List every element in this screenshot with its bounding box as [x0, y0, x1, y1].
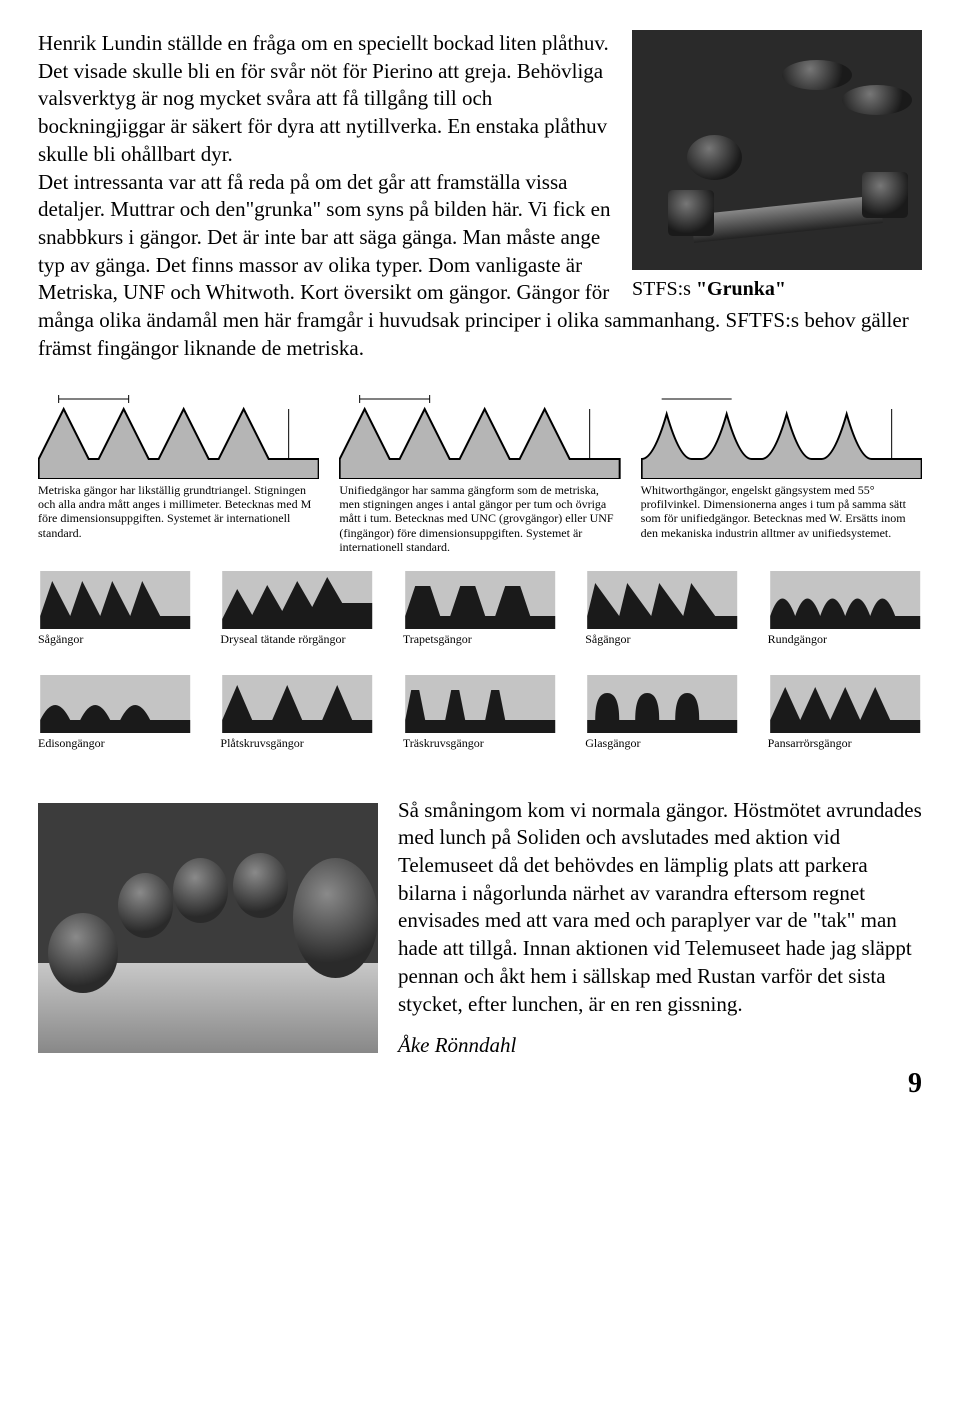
small-edison-label: Edisongängor: [38, 737, 192, 763]
figure-grunka: STFS:s "Grunka": [632, 30, 922, 302]
small-round-label: Rundgängor: [768, 633, 922, 659]
small-trapets-label: Trapetsgängor: [403, 633, 557, 659]
small-edison: Edisongängor: [38, 675, 192, 763]
small-glas: Glasgängor: [585, 675, 739, 763]
small-saw2-label: Sågängor: [585, 633, 739, 659]
profile-unified-svg: [339, 389, 620, 479]
caption-text-a: STFS:s: [632, 278, 696, 300]
small-row-2: Edisongängor Plåtskruvs­gängor Träskruvs…: [38, 675, 922, 763]
page-number: 9: [38, 1066, 922, 1103]
profile-metric-svg: [38, 389, 319, 479]
small-pansar: Pansarrörs­gängor: [768, 675, 922, 763]
thread-diagram-block: Metriska gängor har likställig grund­tri…: [38, 385, 922, 777]
profile-whitworth-svg: [641, 389, 922, 479]
small-round: Rundgängor: [768, 571, 922, 659]
caption-text-b: "Grunka": [696, 278, 786, 300]
small-pansar-label: Pansarrörs­gängor: [768, 737, 922, 763]
profile-unified-caption: Unifiedgängor har samma gängform som de …: [339, 483, 620, 555]
photo-grunka-caption: STFS:s "Grunka": [632, 276, 922, 302]
small-saw1: Sågängor: [38, 571, 192, 659]
profile-whitworth-caption: Whitworth­gängor, engelskt gängsys­tem m…: [641, 483, 922, 541]
small-trapets: Trapetsgängor: [403, 571, 557, 659]
profile-unified: Unifiedgängor har samma gängform som de …: [339, 389, 620, 555]
profile-metric-caption: Metriska gängor har likställig grund­tri…: [38, 483, 319, 541]
small-saw2: Sågängor: [585, 571, 739, 659]
photo-grunka: [632, 30, 922, 270]
small-platskruv: Plåtskruvs­gängor: [220, 675, 374, 763]
small-traskruv-label: Träskruvs­gängor: [403, 737, 557, 763]
small-traskruv: Träskruvs­gängor: [403, 675, 557, 763]
profile-metric: Metriska gängor har likställig grund­tri…: [38, 389, 319, 555]
profile-whitworth: Whitworth­gängor, engelskt gängsys­tem m…: [641, 389, 922, 555]
small-saw1-label: Sågängor: [38, 633, 192, 659]
small-glas-label: Glasgängor: [585, 737, 739, 763]
small-platskruv-label: Plåtskruvs­gängor: [220, 737, 374, 763]
photo-lunch: [38, 803, 378, 1053]
small-dryseal-label: Dryseal tätande rörgängor: [220, 633, 374, 659]
bottom-section: Så småningom kom vi normala gängor. Höst…: [38, 797, 922, 1060]
profile-row: Metriska gängor har likställig grund­tri…: [38, 389, 922, 555]
small-row-1: Sågängor Dryseal tätande rörgängor Trape…: [38, 571, 922, 659]
top-section: STFS:s "Grunka" Henrik Lundin ställde en…: [38, 30, 922, 363]
small-dryseal: Dryseal tätande rörgängor: [220, 571, 374, 659]
